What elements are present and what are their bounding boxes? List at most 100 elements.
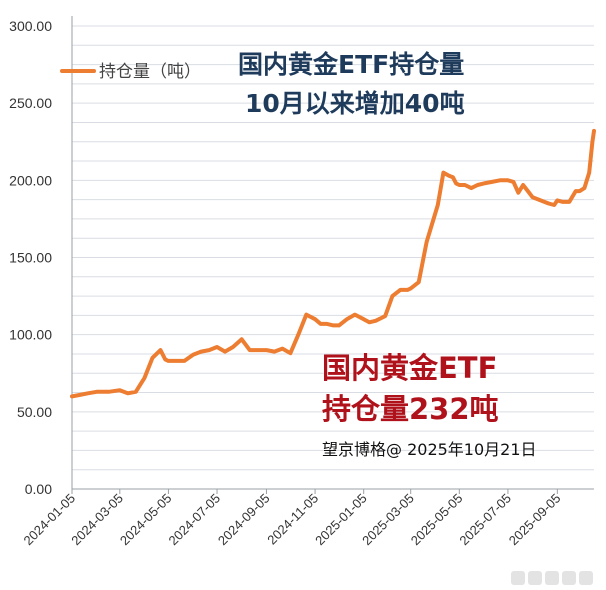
- data-point: [567, 200, 571, 204]
- x-tick-label: 2024-07-05: [166, 491, 224, 549]
- data-point: [374, 319, 378, 323]
- watermark-icon: [545, 571, 559, 585]
- data-point: [175, 359, 178, 363]
- data-point: [191, 353, 195, 357]
- source-label: 望京博格@ 2025年10月21日: [322, 440, 537, 459]
- y-tick-label: 100.00: [9, 327, 52, 343]
- data-point: [476, 183, 480, 187]
- data-point: [288, 351, 292, 355]
- chart-title: 国内黄金ETF持仓量: [238, 50, 464, 79]
- data-point: [362, 317, 366, 321]
- data-point: [331, 324, 335, 327]
- data-point: [490, 180, 494, 184]
- data-point: [182, 359, 186, 363]
- data-point: [506, 178, 510, 182]
- data-point: [451, 175, 455, 179]
- data-point: [248, 348, 252, 352]
- data-point: [107, 390, 111, 394]
- data-point: [313, 317, 317, 321]
- legend: 持仓量（吨）: [60, 62, 201, 82]
- data-point: [126, 391, 130, 395]
- x-tick-label: 2025-07-05: [456, 491, 514, 549]
- data-point: [447, 174, 451, 178]
- x-tick-label: 2024-09-05: [215, 491, 273, 549]
- y-tick-label: 250.00: [9, 95, 52, 111]
- data-point: [223, 350, 227, 354]
- data-point: [273, 350, 276, 354]
- data-point: [95, 390, 99, 394]
- data-point: [578, 189, 582, 193]
- y-tick-label: 0.00: [25, 481, 52, 497]
- y-tick-labels: 0.00 50.00 100.00 150.00 200.00 250.00 300.00: [9, 18, 52, 497]
- data-point: [552, 203, 556, 207]
- data-point: [592, 129, 596, 133]
- data-point: [498, 178, 502, 182]
- data-point: [143, 376, 146, 380]
- data-point: [516, 191, 520, 195]
- data-point: [367, 320, 371, 324]
- data-point: [151, 356, 154, 360]
- chart-subtitle: 10月以来增加40吨: [245, 89, 465, 118]
- data-point: [398, 288, 402, 292]
- data-point: [441, 171, 445, 175]
- data-point: [353, 313, 357, 317]
- data-point: [406, 288, 409, 292]
- data-point: [482, 182, 486, 185]
- watermark-dots: [508, 570, 598, 586]
- data-point: [555, 198, 559, 202]
- data-point: [325, 322, 329, 326]
- data-point: [417, 280, 421, 284]
- data-point: [463, 183, 467, 187]
- data-point: [561, 200, 565, 204]
- data-point: [436, 203, 440, 207]
- watermark-icon: [562, 571, 576, 585]
- data-point: [78, 393, 82, 397]
- data-point: [409, 286, 413, 290]
- annotation-line-2: 持仓量232吨: [322, 392, 499, 426]
- data-point: [539, 198, 543, 202]
- data-point: [531, 195, 535, 199]
- data-point: [118, 388, 122, 392]
- data-point: [454, 182, 458, 185]
- annotation-line-1: 国内黄金ETF: [322, 351, 497, 385]
- data-point: [304, 313, 308, 317]
- data-point: [583, 186, 586, 190]
- data-point: [207, 348, 211, 352]
- data-point: [319, 322, 323, 326]
- data-point: [280, 347, 284, 350]
- data-point: [240, 337, 244, 341]
- data-point: [296, 333, 300, 337]
- data-point: [383, 314, 387, 318]
- data-point: [469, 186, 473, 190]
- data-point: [425, 240, 429, 244]
- data-point: [345, 317, 349, 321]
- data-point: [526, 189, 530, 193]
- x-tick-label: 2025-09-05: [506, 491, 564, 549]
- gridlines: [72, 25, 594, 471]
- series-points: [70, 129, 596, 398]
- data-point: [231, 345, 235, 349]
- y-tick-label: 150.00: [9, 250, 52, 266]
- data-point: [167, 359, 170, 363]
- y-tick-label: 50.00: [17, 404, 52, 420]
- data-point: [591, 140, 594, 144]
- x-tick-label: 2024-05-05: [117, 491, 175, 549]
- legend-label: 持仓量（吨）: [99, 62, 201, 82]
- data-point: [256, 348, 260, 352]
- data-point: [337, 324, 341, 327]
- watermark-icon: [511, 571, 525, 585]
- watermark-icon: [579, 571, 593, 585]
- x-tick-labels: 2024-01-052024-03-052024-05-052024-07-05…: [20, 489, 563, 548]
- data-point: [457, 183, 461, 187]
- data-point: [199, 350, 203, 354]
- data-point: [265, 348, 268, 352]
- data-point: [86, 391, 90, 395]
- watermark-icon: [528, 571, 542, 585]
- x-tick-label: 2024-03-05: [68, 491, 126, 549]
- x-tick-label: 2025-05-05: [408, 491, 466, 549]
- data-point: [215, 345, 219, 349]
- data-point: [521, 183, 525, 187]
- data-point: [70, 395, 74, 398]
- data-point: [390, 294, 394, 298]
